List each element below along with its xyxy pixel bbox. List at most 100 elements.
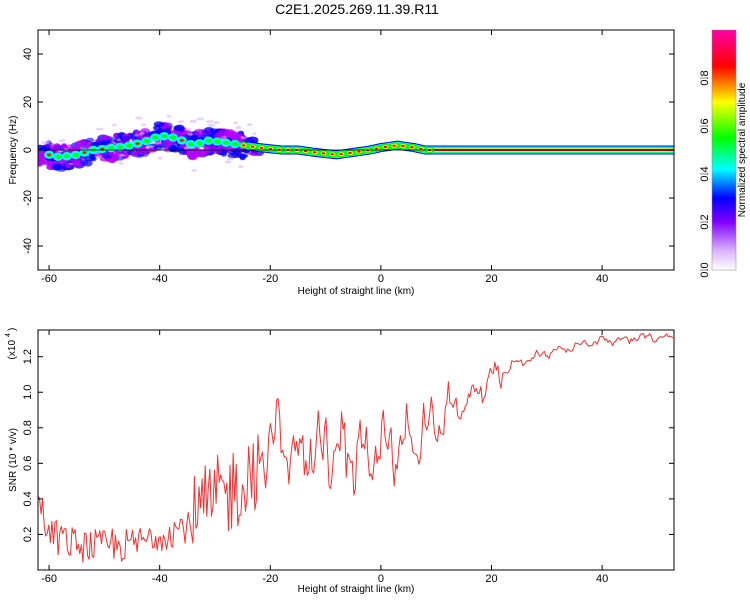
spectrogram-speck xyxy=(146,145,154,149)
spectrogram-noise-blob xyxy=(211,146,222,154)
spectrogram-bead-core xyxy=(312,151,317,154)
spectrogram-noise-blob xyxy=(38,144,44,150)
colorbar-label: Normalized spectral amplitude xyxy=(737,82,748,217)
spectrogram-speck xyxy=(116,138,121,142)
spectrogram-bead-core xyxy=(135,142,140,145)
colorbar-tick-label: 0.4 xyxy=(699,166,711,181)
snr-y-tick-label: 0.6 xyxy=(22,456,34,471)
spectrogram-speck xyxy=(212,121,220,125)
spectrogram-x-tick-label: -40 xyxy=(152,273,168,285)
spectrogram-noise-blob xyxy=(194,150,206,156)
spectrogram-y-tick-label: 0 xyxy=(22,147,34,153)
spectrogram-bead-core xyxy=(374,147,379,150)
snr-y-tick-label: 0.8 xyxy=(22,420,34,435)
spectrogram-bead-mid xyxy=(187,142,194,147)
spectrogram-speck xyxy=(189,119,198,123)
snr-scale-label: (x10 4 ) xyxy=(5,328,18,360)
spectrogram-bead-core xyxy=(268,147,273,150)
spectrogram-speck xyxy=(134,133,139,137)
spectrogram-noise-blob xyxy=(74,140,84,147)
spectrogram-speck xyxy=(205,119,214,123)
spectrogram-speck xyxy=(141,123,147,127)
spectrogram-speck xyxy=(139,131,145,135)
colorbar-tick-label: 0.2 xyxy=(699,214,711,229)
spectrogram-y-tick-label: 40 xyxy=(22,48,34,60)
colorbar: 0.0 0.2 0.4 0.6 0.8 Normalized spectral ampl… xyxy=(699,29,748,278)
spectrogram-bead-mid xyxy=(214,139,221,144)
spectrogram-bead-mid xyxy=(54,154,61,159)
snr-y-ticks: 0.2 0.4 0.6 0.8 1.0 1.2 xyxy=(22,349,674,542)
spectrogram-bead-core xyxy=(392,144,396,147)
spectrogram-noise-blob xyxy=(130,151,138,157)
spectrogram-noise-blob xyxy=(191,150,198,156)
spectrogram-y-ticks: -40 -20 0 20 40 xyxy=(22,48,674,254)
colorbar-tick-label: 0.8 xyxy=(699,70,711,85)
spectrogram-noise-blob xyxy=(168,146,177,152)
chart-title: C2E1.2025.269.11.39.R11 xyxy=(275,1,439,17)
spectrogram-bead-core xyxy=(401,144,405,148)
spectrogram-speck xyxy=(191,168,198,172)
spectrogram-speck xyxy=(166,114,172,118)
spectrogram-x-tick-label: -60 xyxy=(41,273,57,285)
spectrogram-speck xyxy=(235,126,242,130)
spectrogram-noise-blob xyxy=(153,121,164,128)
spectrogram-x-tick-label: 0 xyxy=(378,273,384,285)
spectrogram-speck xyxy=(41,141,50,145)
spectrogram-bead-mid xyxy=(152,135,159,140)
spectrogram-noise-blob xyxy=(82,159,93,167)
spectrogram-noise-blob xyxy=(86,137,95,143)
snr-scale-exponent: 4 xyxy=(5,333,12,337)
snr-y-label: SNR (10 * v/v) xyxy=(8,428,19,492)
spectrogram-bead-mid xyxy=(231,142,238,147)
snr-x-tick-label: -40 xyxy=(152,573,168,585)
spectrogram-speck xyxy=(118,161,124,165)
snr-scale-close: ) xyxy=(7,328,18,331)
spectrogram-bead-core xyxy=(321,152,326,155)
spectrogram-noise-blob xyxy=(224,130,236,138)
snr-series-line xyxy=(38,333,674,563)
spectrogram-speck xyxy=(233,121,238,125)
spectrogram-bead-mid xyxy=(143,139,150,144)
spectrogram-noise-blob xyxy=(154,144,163,151)
spectrogram-bead-mid xyxy=(125,143,132,148)
spectrogram-bead-core xyxy=(241,144,246,147)
spectrogram-speck xyxy=(177,120,185,124)
spectrogram-bead-mid xyxy=(196,141,203,146)
spectrogram-bead-core xyxy=(303,150,308,153)
spectrogram-y-tick-label: 20 xyxy=(22,96,34,108)
spectrogram-noise-blob xyxy=(101,135,111,141)
spectrogram-bead-core xyxy=(259,146,264,149)
spectrogram-bead-mid xyxy=(161,134,168,139)
spectrogram-bead-mid xyxy=(169,135,176,140)
spectrogram-speck xyxy=(58,139,66,143)
spectrogram-bead-core xyxy=(410,146,414,149)
spectrogram-speck xyxy=(157,156,163,160)
spectrogram-bead-mid xyxy=(108,146,115,151)
spectrogram-speck xyxy=(187,132,193,136)
spectrogram-x-label: Height of straight line (km) xyxy=(298,286,415,297)
colorbar-gradient xyxy=(711,29,737,271)
snr-x-tick-label: 40 xyxy=(596,573,608,585)
spectrogram-speck xyxy=(207,123,216,127)
spectrogram-bead-core xyxy=(47,153,51,156)
snr-x-tick-label: -60 xyxy=(41,573,57,585)
spectrogram-bead-mid xyxy=(63,154,70,159)
snr-y-tick-label: 1.2 xyxy=(22,349,34,364)
spectrogram-speck xyxy=(224,160,232,164)
spectrogram-noise-blob xyxy=(38,158,44,165)
spectrogram-marks xyxy=(38,114,674,173)
spectrogram-noise-blob xyxy=(174,124,185,133)
spectrogram-speck xyxy=(247,123,253,127)
spectrogram-speck xyxy=(112,123,117,127)
spectrogram-speck xyxy=(135,116,143,120)
snr-x-tick-label: 20 xyxy=(485,573,497,585)
spectrogram-speck xyxy=(119,153,125,157)
spectrogram-x-ticks: -60 -40 -20 0 20 40 xyxy=(41,30,608,285)
spectrogram-noise-blob xyxy=(205,130,216,138)
snr-x-tick-label: 0 xyxy=(378,573,384,585)
spectrogram-bead-core xyxy=(82,151,87,154)
spectrogram-noise-blob xyxy=(233,148,242,157)
spectrogram-bead-core xyxy=(348,151,352,154)
spectrogram-noise-blob xyxy=(190,134,199,141)
spectrogram-bead-core xyxy=(100,147,104,151)
